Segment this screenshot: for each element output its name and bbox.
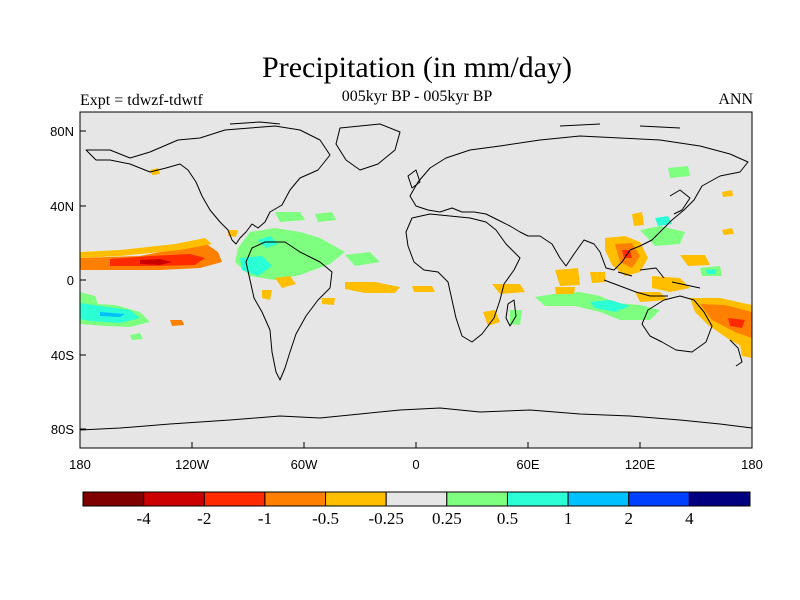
anomaly-patch xyxy=(315,212,336,222)
anomaly-patch xyxy=(590,300,630,312)
colorbar-box xyxy=(264,491,327,507)
lon-tick-label: 120W xyxy=(175,457,210,472)
colorbar-label: 1 xyxy=(564,509,573,528)
anomaly-patch xyxy=(668,166,690,178)
anomaly-patch xyxy=(345,252,380,266)
colorbar-box xyxy=(688,491,751,507)
lat-tick-label: 80N xyxy=(50,124,74,139)
lon-tick-label: 0 xyxy=(412,457,419,472)
coastline-uk xyxy=(407,169,421,189)
coastline-arctic-islands xyxy=(229,121,681,129)
anomaly-patch xyxy=(722,228,734,235)
map-background xyxy=(80,112,752,448)
anomaly-patch xyxy=(412,286,435,292)
colorbar-label: -4 xyxy=(137,509,152,528)
anomaly-patch xyxy=(706,269,716,274)
anomaly-patch xyxy=(345,282,400,293)
colorbar-box xyxy=(203,491,266,507)
colorbar-box xyxy=(325,491,387,507)
colorbar-label: 0.5 xyxy=(497,509,518,528)
chart-subtitle: 005kyr BP - 005kyr BP xyxy=(341,88,493,105)
anomaly-patch xyxy=(722,190,733,197)
anomaly-patch xyxy=(655,216,672,226)
colorbar: -4 -2 -1 -0.5 -0.25 0.25 0.5 1 2 4 xyxy=(82,491,751,528)
anomaly-patch xyxy=(740,342,752,358)
anomaly-patch xyxy=(555,268,580,286)
colorbar-box xyxy=(82,491,145,507)
lon-tick-label: 180 xyxy=(741,457,763,472)
colorbar-label: 0.25 xyxy=(432,509,462,528)
coastline-antarctica xyxy=(79,407,753,431)
lon-tick-label: 180 xyxy=(69,457,91,472)
anomaly-patch xyxy=(492,284,525,294)
coastline-new-zealand xyxy=(729,339,743,367)
lat-tick-label: 0 xyxy=(67,273,74,288)
anomaly-patch xyxy=(590,272,606,283)
coastline-north-america xyxy=(85,125,331,245)
lon-tick-label: 120E xyxy=(625,457,656,472)
colorbar-label: 4 xyxy=(685,509,694,528)
experiment-label: Expt = tdwzf-tdwtf xyxy=(80,92,203,109)
anomaly-patch xyxy=(640,226,685,246)
anomaly-patch xyxy=(140,259,172,265)
colorbar-label: -2 xyxy=(197,509,211,528)
colorbar-box xyxy=(567,491,630,507)
coastline-australia xyxy=(641,295,713,353)
coastline-indonesia xyxy=(603,267,701,297)
anomaly-patch xyxy=(170,320,184,326)
lat-tick-label: 40N xyxy=(50,199,74,214)
longitude-axis: 180 120W 60W 0 60E 120E 180 xyxy=(69,442,763,472)
colorbar-label: -0.5 xyxy=(312,509,339,528)
latitude-axis: 80N 40N 0 40S 80S xyxy=(50,124,86,437)
anomaly-patch xyxy=(680,255,710,266)
anomaly-patch xyxy=(262,290,272,300)
anomaly-patch xyxy=(275,276,296,288)
lat-tick-label: 40S xyxy=(51,348,74,363)
coastline-madagascar xyxy=(505,299,517,327)
anomaly-patch xyxy=(275,212,305,222)
colorbar-label: -0.25 xyxy=(368,509,403,528)
precip-anomaly-fields xyxy=(80,166,752,358)
anomaly-patch xyxy=(100,312,125,317)
colorbar-box xyxy=(446,491,508,507)
anomaly-patch xyxy=(80,238,212,258)
anomaly-patch xyxy=(652,276,690,292)
coastline-eurasia xyxy=(409,135,749,271)
colorbar-box xyxy=(628,491,690,507)
season-label: ANN xyxy=(718,91,753,108)
colorbar-label: -1 xyxy=(258,509,272,528)
coastline-japan xyxy=(669,189,691,215)
anomaly-patch xyxy=(555,287,575,294)
anomaly-patch xyxy=(322,298,335,305)
anomaly-patch xyxy=(700,304,752,338)
coastline-south-america xyxy=(245,241,333,381)
anomaly-patch xyxy=(728,318,745,328)
coastlines xyxy=(79,121,753,431)
coastline-africa xyxy=(405,213,521,343)
colorbar-box xyxy=(385,491,448,507)
lat-tick-label: 80S xyxy=(51,422,74,437)
chart-title: Precipitation (in mm/day) xyxy=(262,51,572,84)
colorbar-label: 2 xyxy=(624,509,633,528)
colorbar-box xyxy=(143,491,205,507)
anomaly-patch xyxy=(130,333,143,340)
anomaly-patch xyxy=(632,212,644,226)
coastline-greenland xyxy=(335,123,401,171)
lon-tick-label: 60W xyxy=(291,457,318,472)
colorbar-box xyxy=(506,491,569,507)
lon-tick-label: 60E xyxy=(516,457,539,472)
